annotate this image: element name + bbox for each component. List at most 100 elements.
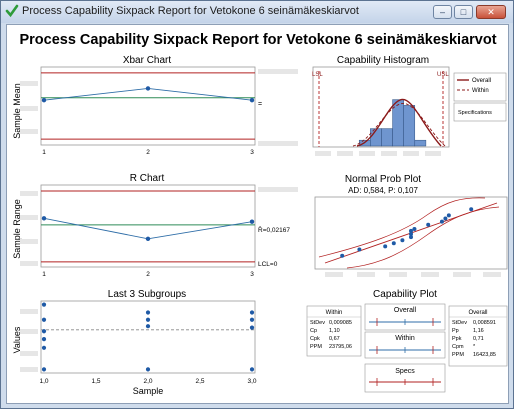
normal-point (409, 228, 413, 233)
capability-bar-specs-label: Specs (395, 368, 415, 375)
rchart-center-label: R̄=0,02167 (258, 226, 290, 234)
within-row-value: 0,009085 (329, 320, 352, 326)
within-row-value: 1,10 (329, 328, 340, 334)
normal-point (357, 247, 362, 252)
overall-row-value: 0,008591 (473, 320, 496, 326)
subgroup-point (145, 317, 151, 322)
histogram-legend: Overall Within Specifications (453, 72, 507, 122)
subgroup-point (249, 325, 255, 330)
lsl-label: LSL (312, 72, 323, 78)
normal-point (469, 207, 474, 212)
xbar-title: Xbar Chart (123, 55, 172, 66)
subgroup-point (41, 329, 47, 334)
histogram-bar (403, 105, 416, 147)
sixpack-graph[interactable]: Process Capability Sixpack Report for Ve… (7, 25, 510, 405)
subgroup-point (145, 367, 151, 372)
xbar-plot-area (40, 66, 256, 146)
capability-bar-within-label: Within (395, 335, 415, 342)
subgroup-point (145, 324, 151, 329)
window-title: Process Capability Sixpack Report for Ve… (22, 5, 359, 17)
histogram-bar (392, 99, 404, 147)
within-row-key: StDev (310, 320, 325, 326)
subgroup-point (145, 310, 151, 315)
subgroups-xlabel: Sample (133, 386, 164, 396)
subgroup-point (41, 302, 47, 307)
rchart-redacted-labels (20, 187, 298, 266)
title-bar[interactable]: Process Capability Sixpack Report for Ve… (1, 1, 513, 23)
normal-point (439, 219, 444, 224)
overall-row-key: StDev (452, 320, 467, 326)
normal-point (391, 241, 396, 246)
xbar-xtick-1: 1 (42, 149, 46, 156)
overall-row-value: * (473, 344, 476, 350)
legend-overall-label: Overall (472, 78, 491, 84)
normal-point (446, 213, 451, 218)
normal-point (443, 216, 448, 221)
subgroup-point (249, 367, 255, 372)
within-row-key: PPM (310, 344, 322, 350)
normal-upper-ci (318, 197, 486, 258)
normal-point (409, 232, 413, 236)
minitab-check-icon (5, 4, 19, 18)
normal-marks (318, 197, 500, 269)
within-stats-box: Within StDev 0,009085 Cp 1,10 Cpk 0,67 P… (306, 305, 362, 357)
overall-box-title: Overall (468, 310, 487, 316)
subgroups-xtick-2: 1,5 (91, 378, 100, 385)
within-row-key: Cp (310, 328, 317, 334)
rc-point (145, 236, 151, 242)
xbar-ylabel: Sample Mean (12, 83, 22, 139)
rchart-lcl-label: LCL=0 (258, 261, 278, 268)
overall-row-key: Pp (452, 328, 459, 334)
rchart-title: R Chart (130, 173, 165, 184)
legend-specs-label: Specifications (458, 110, 492, 116)
histogram-redacted-labels (315, 151, 441, 156)
xbar-xtick-3: 3 (250, 149, 254, 156)
maximize-button[interactable]: □ (454, 5, 473, 19)
xb-point (41, 97, 47, 103)
normal-point (412, 227, 417, 232)
normal-point (340, 253, 345, 258)
xbar-marks (41, 72, 255, 140)
subgroup-point (41, 317, 47, 322)
within-row-key: Cpk (310, 336, 320, 342)
overall-stats-box: Overall StDev 0,008591 Pp 1,16 Ppk 0,71 … (448, 305, 508, 367)
rchart-xtick-3: 3 (250, 271, 254, 278)
subgroups-title: Last 3 Subgroups (108, 289, 186, 300)
subgroups-xtick-5: 3,0 (247, 378, 256, 385)
close-button[interactable]: ✕ (476, 5, 506, 19)
subgroups-xtick-4: 2,5 (195, 378, 204, 385)
xbar-xtick-2: 2 (146, 149, 150, 156)
normal-title: Normal Prob Plot (345, 174, 421, 185)
histogram-title: Capability Histogram (337, 55, 429, 66)
xb-point (145, 86, 151, 91)
xb-point (249, 97, 255, 103)
rc-point (41, 216, 47, 221)
within-row-value: 0,67 (329, 336, 340, 342)
capability-bar-overall-label: Overall (394, 307, 417, 314)
minimize-button[interactable]: – (433, 5, 452, 19)
xbar-redacted-labels (20, 69, 298, 146)
within-box-title: Within (326, 310, 343, 316)
rchart-xtick-2: 2 (146, 271, 150, 278)
normal-point (400, 238, 405, 243)
subgroups-redacted-labels (20, 309, 38, 372)
histogram-bar (381, 128, 393, 147)
overall-curve (356, 98, 442, 147)
report-title: Process Capability Sixpack Report for Ve… (19, 32, 496, 48)
overall-row-value: 0,71 (473, 336, 484, 342)
subgroups-xtick-1: 1,0 (39, 378, 48, 385)
subgroups-marks (41, 302, 255, 372)
histogram-bar (414, 139, 427, 147)
subgroup-point (41, 337, 47, 342)
rchart-ylabel: Sample Range (12, 199, 22, 259)
subgroups-xtick-3: 2,0 (143, 378, 152, 385)
normal-point (409, 235, 413, 240)
normal-point (426, 222, 431, 227)
usl-label: USL (437, 72, 449, 78)
capability-title: Capability Plot (373, 289, 437, 300)
normal-redacted-labels (325, 272, 501, 277)
rchart-plot-area (40, 184, 256, 268)
subgroup-point (41, 367, 47, 372)
histogram-marks (318, 71, 446, 147)
